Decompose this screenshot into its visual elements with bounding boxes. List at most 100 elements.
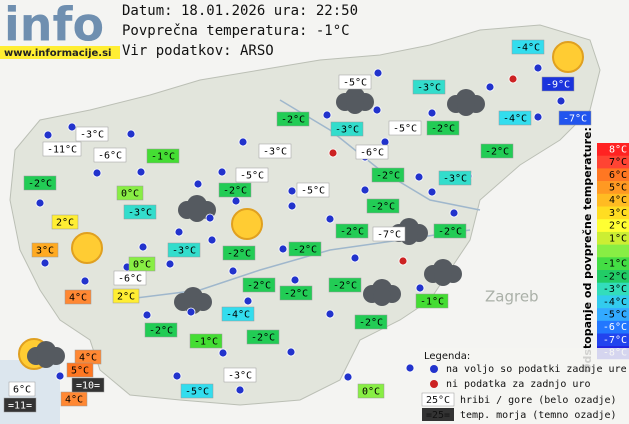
label-box — [541, 76, 575, 92]
label-box — [167, 242, 201, 258]
temperature-label: -2°C — [281, 115, 305, 126]
logo-site: www.informacije.si — [4, 48, 112, 59]
temperature-label: -3°C — [172, 246, 196, 257]
legend-dot — [430, 380, 438, 388]
scale-label: -6°C — [603, 322, 627, 333]
label-box — [296, 182, 330, 198]
temperature-label: -6°C — [98, 151, 122, 162]
scale-swatch — [597, 231, 629, 245]
scale-swatch — [597, 244, 629, 258]
station-dot — [80, 276, 90, 286]
label-box — [558, 110, 592, 126]
temperature-label: -2°C — [371, 202, 395, 213]
label-box — [433, 223, 467, 239]
temperature-label: =11= — [8, 401, 32, 412]
label-box — [31, 242, 59, 258]
label-box — [3, 397, 37, 413]
temperature-label: -7°C — [377, 230, 401, 241]
temperature-label: -3°C — [228, 371, 252, 382]
temperature-label: 4°C — [69, 293, 87, 304]
temperature-label: -2°C — [438, 227, 462, 238]
temperature-label: -2°C — [251, 333, 275, 344]
scale-label: 5°C — [609, 182, 627, 193]
temperature-label: -3°C — [335, 125, 359, 136]
station-dot — [40, 258, 50, 268]
temperature-label: -2°C — [359, 318, 383, 329]
temperature-label: -2°C — [223, 186, 247, 197]
station-dot — [238, 137, 248, 147]
temperature-label: -7°C — [563, 114, 587, 125]
header-line: Vir podatkov: ARSO — [122, 43, 274, 59]
station-dot — [427, 108, 437, 118]
sun — [231, 208, 263, 240]
legend-sample-box — [421, 392, 455, 407]
scale-label: 4°C — [609, 195, 627, 206]
legend-text: temp. morja (temno ozadje) — [460, 410, 617, 421]
station-dot — [142, 310, 152, 320]
station-dot — [92, 168, 102, 178]
scale-label: 7°C — [609, 157, 627, 168]
station-dot — [533, 63, 543, 73]
station-dot — [373, 68, 383, 78]
scale-swatch — [597, 193, 629, 207]
weather-icons — [18, 41, 584, 370]
temperature-label: 0°C — [133, 260, 151, 271]
station-dot — [231, 196, 241, 206]
scale-swatch — [597, 333, 629, 347]
cloud-part — [188, 204, 206, 222]
logo: info www.informacije.si — [0, 0, 120, 59]
label-box — [235, 167, 269, 183]
cloud-part — [434, 268, 452, 286]
label-box — [113, 270, 147, 286]
temperature-label: -5°C — [343, 78, 367, 89]
label-box — [335, 223, 369, 239]
legend-sample: =25= — [426, 410, 450, 421]
station-dot — [35, 198, 45, 208]
temperature-label: -9°C — [546, 80, 570, 91]
scale-label: -5°C — [603, 309, 627, 320]
scale-label: -4°C — [603, 297, 627, 308]
temperature-label: -4°C — [226, 310, 250, 321]
label-box — [330, 121, 364, 137]
label-box — [288, 241, 322, 257]
label-box — [93, 147, 127, 163]
station-dot — [43, 130, 53, 140]
label-box — [71, 377, 105, 393]
label-box — [338, 74, 372, 90]
station-dot — [193, 179, 203, 189]
scale-label: 3°C — [609, 208, 627, 219]
label-box — [426, 120, 460, 136]
station-dot — [186, 307, 196, 317]
sun — [552, 41, 584, 73]
label-box — [8, 381, 36, 397]
scale-label: 2°C — [609, 221, 627, 232]
temperature-label: -2°C — [376, 171, 400, 182]
legend-text: hribi / gore (belo ozadje) — [460, 395, 617, 406]
header-line: Povprečna temperatura: -1°C — [122, 23, 350, 39]
scale-swatch — [597, 257, 629, 271]
station-dot — [533, 112, 543, 122]
station-dot — [138, 242, 148, 252]
label-box — [412, 79, 446, 95]
legend-bg — [420, 348, 629, 424]
temperature-label: -5°C — [240, 171, 264, 182]
logo-text: info — [4, 0, 104, 52]
station-dot — [427, 187, 437, 197]
label-box — [222, 245, 256, 261]
station-dot — [218, 348, 228, 358]
cloud-part — [346, 96, 364, 114]
station-dot — [205, 213, 215, 223]
temperature-label: -3°C — [443, 174, 467, 185]
station-dot — [350, 253, 360, 263]
scale-swatch — [597, 181, 629, 195]
temperature-label: -5°C — [185, 387, 209, 398]
scale-swatch — [597, 270, 629, 283]
legend-title: Legenda: — [424, 351, 470, 362]
legend-dot — [430, 365, 438, 373]
station-dot — [235, 385, 245, 395]
temperature-label: -1°C — [420, 297, 444, 308]
temperature-label: -3°C — [263, 147, 287, 158]
legend: Legenda: na voljo so podatki zadnje ure ni… — [420, 348, 629, 424]
label-box — [246, 329, 280, 345]
